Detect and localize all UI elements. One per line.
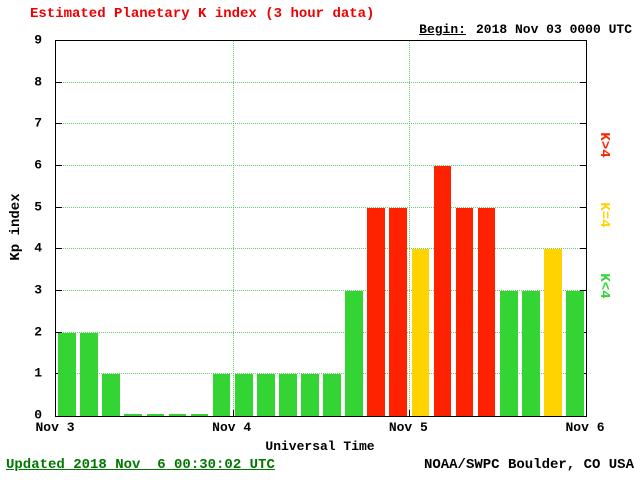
y-gridline: [56, 331, 586, 333]
y-tick-left: [56, 248, 62, 250]
legend-k-eq-4: K=4: [596, 202, 612, 228]
chart-title: Estimated Planetary K index (3 hour data…: [30, 6, 375, 22]
kp-bar: [389, 207, 408, 416]
y-axis-labels: 0 1 2 3 4 5 6 7 8 9: [18, 33, 48, 423]
kp-bar: [102, 374, 121, 416]
begin-value: 2018 Nov 03 0000 UTC: [475, 22, 632, 37]
y-tick-left: [56, 206, 62, 208]
kp-bar: [212, 374, 231, 416]
plot-area: [55, 40, 587, 417]
x-tick-label: Nov 5: [388, 420, 428, 435]
kp-bar: [521, 291, 540, 416]
kp-bar: [146, 414, 165, 416]
x-tick-label: Nov 4: [212, 420, 252, 435]
y-gridline: [56, 248, 586, 250]
kp-bar: [279, 374, 297, 416]
y-tick-right: [580, 123, 586, 125]
y-tick-right: [580, 290, 586, 291]
kp-bar: [499, 291, 518, 416]
kp-bar: [433, 166, 452, 416]
y-tick-label: 5: [34, 199, 42, 215]
kp-bar: [455, 207, 474, 416]
kp-bar: [323, 374, 341, 416]
kp-bar: [256, 374, 275, 416]
day-gridline: [409, 41, 411, 416]
source-credit: NOAA/SWPC Boulder, CO USA: [423, 457, 634, 473]
y-tick-left: [56, 290, 62, 291]
y-tick-left: [56, 165, 62, 166]
y-tick-right: [580, 81, 586, 83]
kp-bar: [234, 374, 253, 416]
y-tick-label: 7: [34, 115, 42, 131]
x-tick: [409, 410, 411, 416]
updated-timestamp: Updated 2018 Nov 6 00:30:02 UTC: [6, 457, 275, 473]
kp-bar: [80, 332, 98, 416]
y-tick-right: [580, 165, 586, 166]
y-gridline: [56, 206, 586, 208]
y-tick-right: [580, 206, 586, 208]
kp-bar: [544, 249, 562, 416]
y-tick-left: [56, 331, 62, 333]
legend-k-gt-4: K>4: [596, 132, 612, 158]
legend-k-lt-4: K<4: [596, 273, 612, 299]
begin-timestamp: Begin: 2018 Nov 03 0000 UTC: [388, 7, 632, 52]
kp-bar: [190, 414, 209, 416]
y-tick-label: 9: [34, 32, 42, 48]
y-tick-label: 4: [34, 240, 42, 256]
y-tick-label: 6: [34, 157, 42, 173]
kp-bar: [168, 414, 187, 416]
y-gridline: [56, 81, 586, 83]
x-tick-label: Nov 3: [35, 420, 75, 435]
kp-bar: [301, 374, 319, 416]
kp-bar: [124, 414, 143, 416]
y-tick-label: 0: [34, 407, 42, 423]
kp-bar: [345, 291, 363, 416]
y-tick-label: 3: [34, 282, 42, 298]
kp-bar: [477, 207, 496, 416]
kp-bar: [367, 207, 386, 416]
y-gridline: [56, 165, 586, 166]
begin-label: Begin:: [419, 22, 466, 37]
y-tick-left: [56, 81, 62, 83]
y-gridline: [56, 290, 586, 291]
x-axis-labels: Nov 3 Nov 4 Nov 5 Nov 6: [35, 420, 604, 436]
x-tick-label: Nov 6: [565, 420, 605, 435]
y-tick-left: [56, 123, 62, 125]
day-gridline: [232, 41, 234, 416]
kp-bar: [411, 249, 430, 416]
y-tick-label: 1: [34, 365, 42, 381]
y-gridline: [56, 123, 586, 125]
y-gridline: [56, 373, 586, 375]
y-tick-label: 2: [34, 324, 42, 340]
x-axis-title: Universal Time: [265, 439, 375, 454]
kp-bar: [58, 332, 76, 416]
kp-bar: [566, 291, 584, 416]
y-tick-label: 8: [34, 74, 42, 90]
x-tick: [232, 410, 234, 416]
y-tick-right: [580, 248, 586, 250]
